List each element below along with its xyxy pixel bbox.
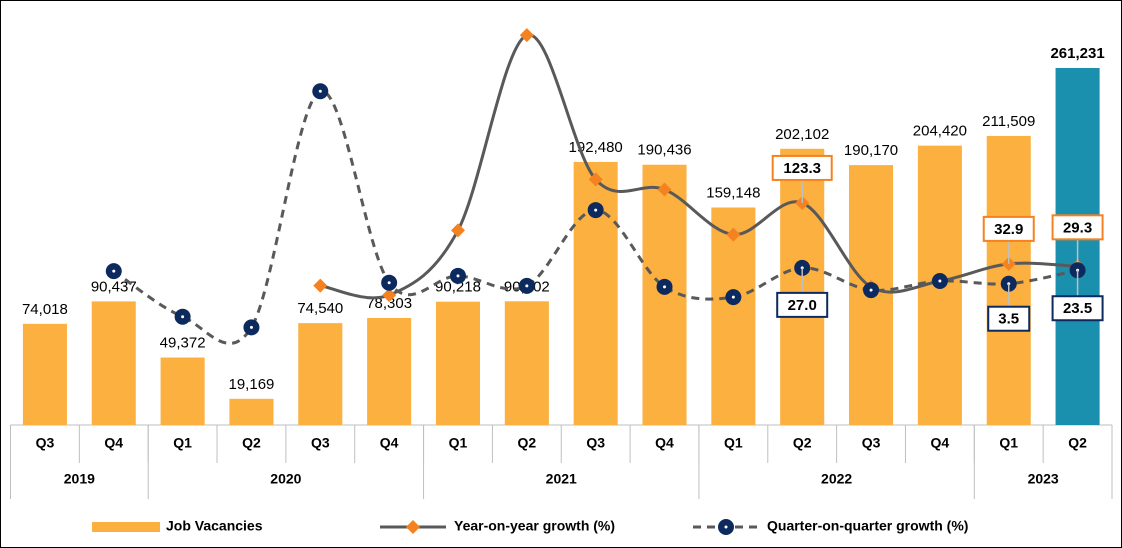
x-tick-label: Q4 <box>380 435 399 451</box>
line-value-label: 29.3 <box>1063 219 1092 236</box>
legend-label: Job Vacancies <box>166 518 263 534</box>
line-value-label: 123.3 <box>783 160 821 177</box>
x-tick-label: Q4 <box>104 435 123 451</box>
x-tick-label: Q1 <box>173 435 192 451</box>
bar <box>573 161 618 425</box>
x-tick-label: Q4 <box>931 435 950 451</box>
line-value-label: 27.0 <box>788 297 817 314</box>
bar <box>160 357 205 425</box>
marker-dot <box>112 269 116 273</box>
x-tick-label: Q2 <box>517 435 536 451</box>
bar-value-label: 90,437 <box>91 278 137 295</box>
bar-value-label: 190,436 <box>637 142 691 159</box>
marker-dot <box>318 89 322 93</box>
callout-box <box>982 215 1035 242</box>
x-tick-label: Q2 <box>793 435 812 451</box>
x-tick-label: Q3 <box>36 435 55 451</box>
x-tick-label: Q2 <box>1068 435 1087 451</box>
bar-value-label: 202,102 <box>775 126 829 143</box>
bar <box>367 317 412 425</box>
marker-dot <box>456 274 460 278</box>
group-label: 2022 <box>821 471 852 487</box>
line-value-label: 23.5 <box>1063 300 1092 317</box>
bar-value-label: 90,218 <box>435 279 481 296</box>
marker-dot <box>525 284 529 288</box>
bar-value-label: 19,169 <box>229 376 275 393</box>
x-tick-label: Q1 <box>449 435 468 451</box>
group-label: 2021 <box>546 471 577 487</box>
bar-value-label: 204,420 <box>913 123 967 140</box>
group-label: 2020 <box>270 471 301 487</box>
group-label: 2019 <box>64 471 95 487</box>
x-tick-label: Q4 <box>655 435 674 451</box>
line-marker <box>313 278 328 293</box>
bar-value-label: 49,372 <box>160 334 206 351</box>
bar <box>435 301 481 425</box>
bar-value-label: 261,231 <box>1050 45 1104 62</box>
marker-dot <box>731 295 735 299</box>
callout-box <box>987 305 1031 332</box>
marker-dot <box>387 281 391 285</box>
bar <box>504 301 549 425</box>
callout-box <box>771 154 833 181</box>
line-value-label: 32.9 <box>994 221 1023 238</box>
marker-dot <box>724 525 728 529</box>
x-tick-label: Q3 <box>311 435 330 451</box>
line-marker <box>657 182 672 197</box>
line-series <box>112 89 1078 345</box>
line-value-label: 3.5 <box>998 311 1019 328</box>
marker-dot <box>181 315 185 319</box>
callout-box <box>1051 214 1104 241</box>
bar-value-label: 74,018 <box>22 301 68 318</box>
line-marker <box>450 223 465 238</box>
callout-box <box>1051 295 1104 322</box>
bar <box>229 398 274 425</box>
bar-value-label: 78,303 <box>366 295 412 312</box>
group-label: 2023 <box>1028 471 1059 487</box>
marker-dot <box>869 288 873 292</box>
bar-value-label: 211,509 <box>982 113 1035 130</box>
marker-dot <box>594 208 598 212</box>
bar <box>91 301 136 425</box>
marker-dot <box>663 285 667 289</box>
callout-box <box>776 291 829 318</box>
legend-label: Year-on-year growth (%) <box>454 518 615 534</box>
bar <box>298 323 343 425</box>
bar <box>711 207 756 425</box>
line-marker <box>519 28 534 43</box>
legend-swatch <box>92 522 160 532</box>
x-tick-label: Q1 <box>999 435 1018 451</box>
marker-dot <box>938 279 942 283</box>
marker-dot <box>249 325 253 329</box>
bar <box>22 323 67 425</box>
bar-value-label: 159,148 <box>706 184 760 201</box>
line-marker <box>382 288 397 303</box>
bar-value-label: 190,170 <box>844 142 898 159</box>
legend-marker <box>406 520 420 534</box>
legend-label: Quarter-on-quarter growth (%) <box>767 518 968 534</box>
x-tick-label: Q2 <box>242 435 261 451</box>
x-tick-label: Q3 <box>586 435 605 451</box>
line-marker <box>588 172 603 187</box>
line-marker <box>726 227 741 242</box>
x-tick-label: Q1 <box>724 435 743 451</box>
x-tick-label: Q3 <box>862 435 881 451</box>
bar-value-label: 74,540 <box>297 300 343 317</box>
